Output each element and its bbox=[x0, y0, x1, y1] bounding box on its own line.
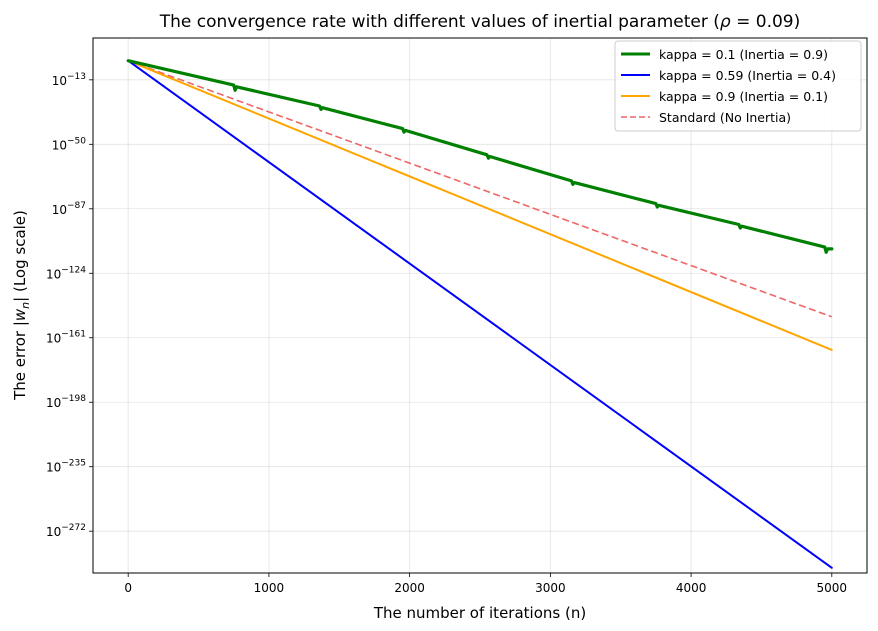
legend: kappa = 0.1 (Inertia = 0.9) kappa = 0.59 … bbox=[614, 40, 862, 132]
y-tick-label: 10−50 bbox=[52, 136, 87, 152]
y-tick-label: 10−161 bbox=[46, 330, 86, 346]
y-tick-label: 10−124 bbox=[46, 265, 86, 281]
y-tick-label: 10−198 bbox=[46, 394, 86, 410]
y-axis: 10−13 10−50 10−87 10−124 10−161 10−198 10−235 1… bbox=[46, 72, 93, 539]
axes-frame bbox=[92, 37, 868, 574]
series-line-3 bbox=[127, 59, 833, 318]
x-tick-label: 2000 bbox=[394, 581, 425, 595]
legend-label-1: kappa = 0.59 (Inertia = 0.4) bbox=[659, 68, 836, 83]
x-axis: 0 1000 2000 3000 4000 5000 bbox=[124, 573, 847, 595]
legend-label-3: Standard (No Inertia) bbox=[659, 110, 791, 125]
y-tick-label: 10−13 bbox=[52, 72, 86, 88]
y-tick-label: 10−235 bbox=[46, 459, 86, 475]
x-tick-label: 1000 bbox=[254, 581, 285, 595]
y-tick-label: 10−272 bbox=[46, 523, 86, 539]
x-tick-label: 0 bbox=[124, 581, 132, 595]
series-line-0 bbox=[126, 59, 834, 254]
series-line-2 bbox=[127, 59, 833, 351]
legend-label-2: kappa = 0.9 (Inertia = 0.1) bbox=[659, 89, 828, 104]
series-layer bbox=[126, 59, 834, 569]
legend-box bbox=[614, 40, 862, 132]
y-tick-label: 10−87 bbox=[52, 201, 86, 217]
x-axis-label: The number of iterations (n) bbox=[373, 604, 586, 622]
legend-label-0: kappa = 0.1 (Inertia = 0.9) bbox=[659, 47, 828, 62]
y-axis-label: The error |wn| (Log scale) bbox=[11, 210, 32, 401]
x-tick-label: 5000 bbox=[817, 581, 848, 595]
x-tick-label: 4000 bbox=[676, 581, 707, 595]
grid-lines bbox=[93, 38, 867, 573]
series-line-1 bbox=[127, 59, 833, 569]
chart-title: The convergence rate with different valu… bbox=[159, 12, 801, 32]
x-tick-label: 3000 bbox=[535, 581, 566, 595]
